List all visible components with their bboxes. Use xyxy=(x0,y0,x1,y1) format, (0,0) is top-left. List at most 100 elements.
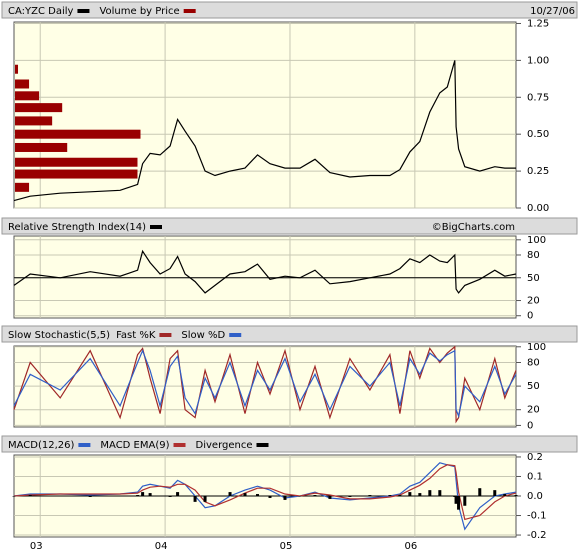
divergence-bar xyxy=(268,496,272,498)
x-tick-label: 04 xyxy=(155,541,168,552)
x-tick-label: 05 xyxy=(280,541,293,552)
legend-swatch xyxy=(159,333,172,337)
legend-label: Divergence xyxy=(196,440,253,451)
legend-swatch xyxy=(256,443,269,447)
x-tick-label: 03 xyxy=(30,541,43,552)
volume-bar xyxy=(15,116,53,126)
legend-label: Relative Strength Index(14) xyxy=(8,222,146,233)
divergence-bar xyxy=(503,494,507,496)
y-tick-label: -0.2 xyxy=(527,530,547,541)
series-line xyxy=(13,349,517,419)
series-line xyxy=(13,464,517,521)
divergence-bar xyxy=(158,496,162,497)
plot-area xyxy=(13,235,517,319)
legend-label: MACD(12,26) xyxy=(8,440,75,451)
panel-header xyxy=(1,217,578,235)
y-tick-label: 80 xyxy=(527,358,540,369)
divergence-bar xyxy=(203,496,207,502)
y-tick-label: 50 xyxy=(527,273,540,284)
volume-bar xyxy=(15,129,141,139)
divergence-bar xyxy=(58,496,62,497)
y-tick-label: 0.50 xyxy=(527,129,549,140)
series-line xyxy=(13,462,517,531)
divergence-bar xyxy=(463,496,467,506)
legend-label: Volume by Price xyxy=(99,6,179,17)
legend-label: Slow %D xyxy=(181,330,225,341)
volume-bar xyxy=(15,169,138,179)
volume-bar xyxy=(15,91,40,101)
y-tick-label: -0.1 xyxy=(527,511,547,522)
volume-bar xyxy=(15,182,30,192)
legend-swatch xyxy=(77,9,90,13)
panel-title: Slow Stochastic(5,5) xyxy=(8,330,110,341)
volume-bar xyxy=(15,79,30,89)
y-tick-label: 0.25 xyxy=(527,166,549,177)
y-tick-label: 1.00 xyxy=(527,55,549,66)
divergence-bar xyxy=(398,495,402,496)
divergence-bar xyxy=(478,488,482,496)
legend-swatch xyxy=(150,225,162,229)
legend-label: MACD EMA(9) xyxy=(100,440,169,451)
divergence-bar xyxy=(313,495,317,496)
series-line xyxy=(13,249,517,294)
divergence-bar xyxy=(228,492,232,496)
credit: ©BigCharts.com xyxy=(432,222,515,233)
series-line xyxy=(13,60,516,202)
volume-bar xyxy=(15,103,63,113)
divergence-bar xyxy=(243,493,247,496)
legend-label: Fast %K xyxy=(116,330,156,341)
x-tick-label: 06 xyxy=(404,541,417,552)
y-tick-label: 100 xyxy=(527,342,546,353)
panel-header xyxy=(1,1,578,19)
y-tick-label: 50 xyxy=(527,381,540,392)
divergence-bar xyxy=(193,496,197,502)
divergence-bar xyxy=(136,495,140,496)
divergence-bar xyxy=(428,490,432,496)
divergence-bar xyxy=(348,496,352,497)
y-tick-label: 0.00 xyxy=(527,203,549,214)
panel-header xyxy=(1,435,578,453)
y-tick-label: 0.2 xyxy=(527,452,543,463)
y-tick-label: 0 xyxy=(527,420,533,431)
volume-bar xyxy=(15,64,19,74)
date-label: 10/27/06 xyxy=(530,6,575,17)
y-tick-label: 0.0 xyxy=(527,491,543,502)
divergence-bar xyxy=(168,496,172,497)
divergence-bar xyxy=(454,496,458,504)
divergence-bar xyxy=(457,496,461,510)
divergence-bar xyxy=(368,495,372,496)
plot-area xyxy=(13,21,517,209)
y-tick-label: 20 xyxy=(527,405,540,416)
divergence-bar xyxy=(298,496,302,497)
divergence-bar xyxy=(328,496,332,499)
divergence-bar xyxy=(388,495,392,496)
divergence-bar xyxy=(408,492,412,496)
divergence-bar xyxy=(176,492,180,496)
y-tick-label: 80 xyxy=(527,250,540,261)
divergence-bar xyxy=(418,493,422,496)
divergence-bar xyxy=(438,490,442,496)
divergence-bar xyxy=(514,495,518,496)
y-tick-label: 0 xyxy=(527,311,533,322)
volume-bar xyxy=(15,157,138,167)
divergence-bar xyxy=(148,493,152,496)
y-tick-label: 1.25 xyxy=(527,18,549,29)
divergence-bar xyxy=(88,496,92,497)
y-tick-label: 20 xyxy=(527,296,540,307)
legend-swatch xyxy=(78,443,91,447)
divergence-bar xyxy=(183,496,187,497)
y-tick-label: 100 xyxy=(527,235,546,246)
divergence-bar xyxy=(28,495,32,496)
panel-header xyxy=(1,325,578,343)
divergence-bar xyxy=(445,496,449,497)
legend-swatch xyxy=(229,333,242,337)
y-tick-label: 0.75 xyxy=(527,92,549,103)
divergence-bar xyxy=(256,494,260,496)
divergence-bar xyxy=(141,492,145,496)
divergence-bar xyxy=(213,496,217,497)
divergence-bar xyxy=(12,496,16,497)
divergence-bar xyxy=(283,496,287,500)
divergence-bar xyxy=(118,496,122,497)
volume-bar xyxy=(15,142,68,152)
